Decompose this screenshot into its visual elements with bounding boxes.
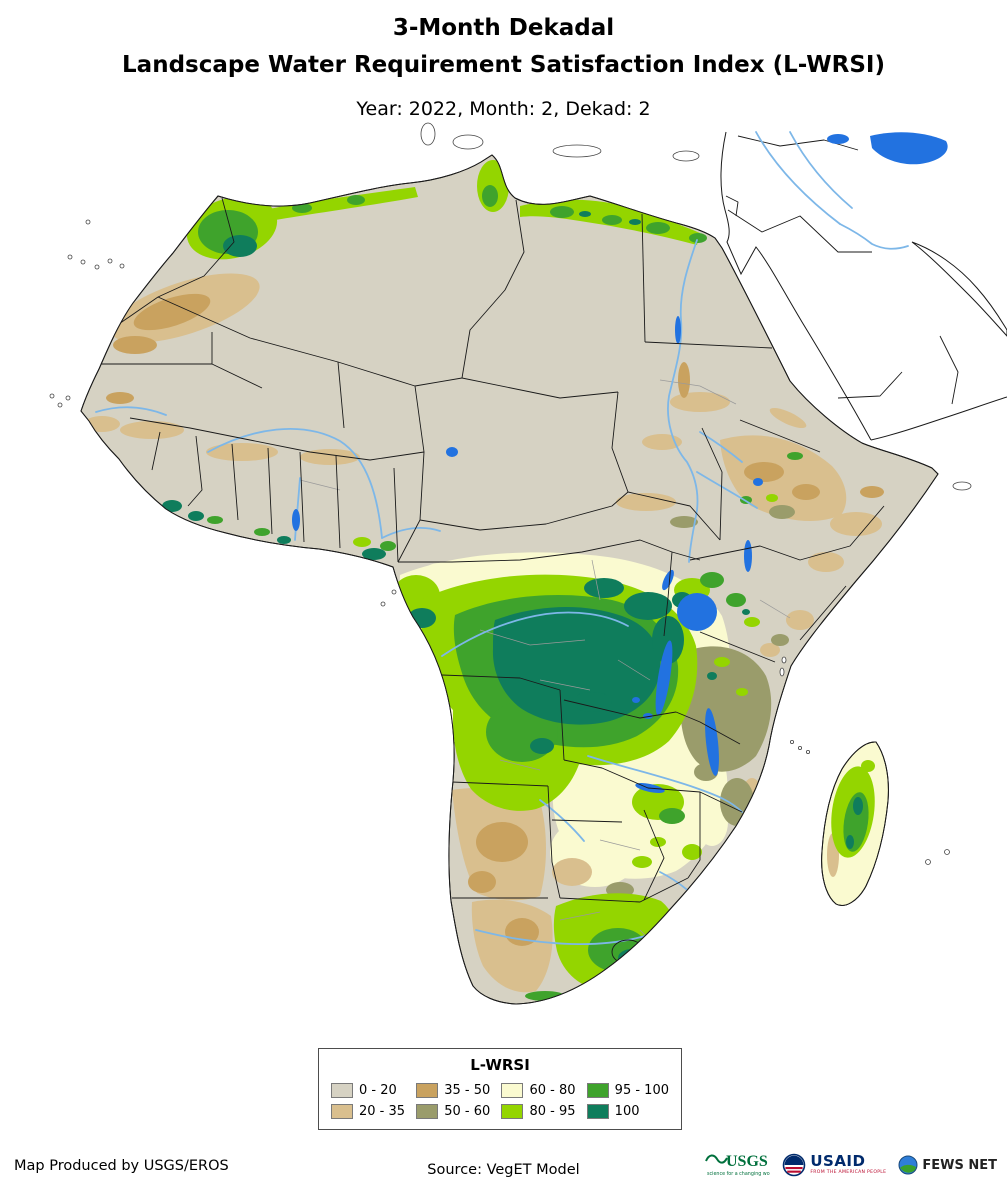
legend-label: 100 [614, 1104, 640, 1119]
legend-swatch [586, 1083, 609, 1098]
legend-item: 60 - 80 [501, 1083, 578, 1098]
middle-east-water [755, 131, 948, 250]
svg-text:USGS: USGS [726, 1153, 768, 1170]
map-source: Source: VegET Model [427, 1162, 580, 1178]
usaid-tagline: FROM THE AMERICAN PEOPLE [810, 1170, 887, 1176]
footer-logos: USGS science for a changing world USAID … [704, 1148, 997, 1182]
legend-item: 95 - 100 [586, 1083, 669, 1098]
islands [49, 122, 972, 865]
legend-label: 50 - 60 [444, 1104, 491, 1119]
usgs-logo: USGS science for a changing world [704, 1148, 776, 1182]
legend-swatch [331, 1083, 353, 1098]
map-subtitle: Year: 2022, Month: 2, Dekad: 2 [356, 98, 651, 120]
fews-globe-icon [898, 1155, 918, 1175]
fews-net-logo: FEWS NET [898, 1155, 997, 1175]
coastline-overlay [80, 154, 939, 1005]
legend-item: 35 - 50 [416, 1083, 493, 1098]
legend-swatch [501, 1083, 524, 1098]
legend-swatch [586, 1104, 609, 1119]
legend-item: 100 [586, 1104, 669, 1119]
usgs-wave-icon: USGS science for a changing world [705, 1153, 776, 1177]
legend-label: 60 - 80 [529, 1083, 576, 1098]
legend-label: 95 - 100 [614, 1083, 669, 1098]
lwrsi-data-layer [84, 160, 885, 1001]
title-line-1: 3-Month Dekadal [392, 15, 615, 41]
legend-swatch [501, 1104, 524, 1119]
svg-text:science for a changing world: science for a changing world [707, 1171, 770, 1177]
legend-item: 50 - 60 [416, 1104, 493, 1119]
middle-east-coastline [720, 131, 1007, 441]
legend-label: 35 - 50 [444, 1083, 491, 1098]
legend-item: 0 - 20 [331, 1083, 408, 1098]
rivers [95, 239, 758, 946]
usaid-wordmark: USAID [810, 1152, 866, 1171]
legend-swatch [416, 1104, 439, 1119]
usaid-seal-icon [783, 1153, 806, 1177]
legend-grid: 0 - 20 20 - 35 35 - 50 50 - 60 60 - 80 8… [331, 1083, 669, 1119]
legend-label: 80 - 95 [529, 1104, 576, 1119]
usaid-logo: USAID FROM THE AMERICAN PEOPLE [782, 1153, 886, 1177]
map-titles: 3-Month Dekadal Landscape Water Requirem… [0, 10, 1007, 120]
legend-swatch [331, 1104, 353, 1119]
title-line-2: Landscape Water Requirement Satisfaction… [122, 52, 885, 78]
legend-box: L-WRSI 0 - 20 20 - 35 35 - 50 50 - 60 60… [318, 1048, 682, 1130]
legend-label: 0 - 20 [359, 1083, 397, 1098]
legend-item: 20 - 35 [331, 1104, 408, 1119]
legend-item: 80 - 95 [501, 1104, 578, 1119]
legend-title: L-WRSI [470, 1056, 530, 1074]
legend-label: 20 - 35 [359, 1104, 406, 1119]
legend-swatch [416, 1083, 439, 1098]
fews-net-wordmark: FEWS NET [922, 1157, 997, 1173]
map-credit: Map Produced by USGS/EROS [14, 1158, 229, 1174]
